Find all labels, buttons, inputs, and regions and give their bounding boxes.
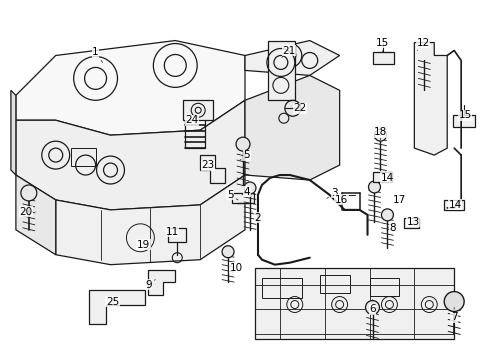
Text: 12: 12	[416, 37, 430, 50]
Text: 14: 14	[448, 200, 462, 210]
Polygon shape	[89, 289, 146, 324]
Text: 14: 14	[381, 173, 394, 183]
Bar	[185, 108, 205, 148]
Polygon shape	[415, 42, 447, 155]
Bar	[262, 278, 302, 298]
Text: 8: 8	[388, 223, 396, 233]
Text: 25: 25	[106, 297, 119, 306]
Text: 16: 16	[335, 195, 348, 205]
Circle shape	[236, 137, 250, 151]
Text: 2: 2	[252, 212, 261, 223]
Text: 15: 15	[376, 37, 389, 53]
Polygon shape	[268, 41, 295, 100]
Bar	[232, 193, 254, 203]
Polygon shape	[11, 90, 16, 175]
Polygon shape	[16, 41, 245, 135]
Text: 13: 13	[407, 217, 420, 227]
Bar	[453, 115, 475, 127]
Circle shape	[382, 209, 393, 221]
Circle shape	[222, 246, 234, 258]
Polygon shape	[148, 270, 175, 294]
Circle shape	[21, 185, 37, 201]
Text: 5: 5	[240, 150, 250, 160]
Polygon shape	[200, 155, 225, 183]
Text: 15: 15	[459, 110, 472, 120]
Bar	[71, 148, 96, 166]
Circle shape	[444, 292, 464, 311]
Text: 5: 5	[227, 190, 238, 200]
Text: 22: 22	[292, 103, 306, 113]
Text: 6: 6	[369, 300, 376, 315]
Text: 19: 19	[137, 240, 150, 250]
Bar	[319, 275, 349, 293]
Polygon shape	[16, 175, 56, 255]
Circle shape	[368, 181, 380, 193]
Text: 4: 4	[242, 187, 250, 197]
Polygon shape	[245, 41, 340, 75]
Polygon shape	[56, 175, 245, 265]
Text: 17: 17	[393, 195, 406, 205]
Bar	[372, 172, 392, 182]
Bar	[404, 218, 419, 228]
Polygon shape	[16, 100, 245, 210]
Text: 23: 23	[201, 160, 215, 170]
Text: 9: 9	[145, 280, 155, 289]
Bar	[168, 228, 186, 242]
Bar	[444, 200, 464, 210]
Text: 1: 1	[92, 48, 102, 62]
Circle shape	[374, 129, 387, 141]
Text: 20: 20	[19, 207, 36, 217]
Circle shape	[244, 182, 256, 194]
Text: 18: 18	[374, 127, 387, 140]
Text: 7: 7	[451, 307, 458, 323]
Circle shape	[366, 301, 379, 315]
Bar	[183, 100, 213, 120]
Text: 3: 3	[327, 188, 338, 198]
Text: 21: 21	[282, 45, 295, 58]
Polygon shape	[255, 268, 454, 339]
Polygon shape	[245, 75, 340, 180]
Bar	[369, 278, 399, 296]
Text: 24: 24	[186, 115, 199, 125]
Bar	[372, 53, 394, 64]
Text: 10: 10	[229, 262, 243, 273]
Text: 11: 11	[166, 227, 179, 237]
